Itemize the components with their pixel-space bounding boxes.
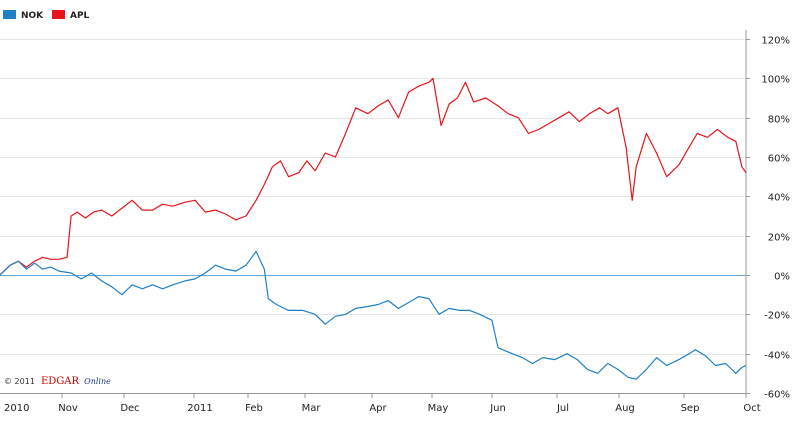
y-tick-label: 40% bbox=[768, 193, 790, 204]
series-group bbox=[0, 77, 747, 380]
x-tick-label: Oct bbox=[743, 403, 760, 414]
x-tick-label: Apr bbox=[369, 403, 387, 414]
x-tick-label: Feb bbox=[245, 403, 263, 414]
x-tick-label: Mar bbox=[302, 403, 322, 414]
copyright-prefix: © 2011 bbox=[4, 377, 35, 386]
y-tick-label: 60% bbox=[768, 154, 790, 165]
y-tick-label: -20% bbox=[764, 311, 790, 322]
y-tick-label: 0% bbox=[774, 272, 790, 283]
y-tick-label: 20% bbox=[768, 233, 790, 244]
series-line-apl bbox=[0, 77, 747, 276]
x-tick-label: Dec bbox=[120, 403, 139, 414]
x-tick-label: Nov bbox=[58, 403, 78, 414]
legend-item-apl[interactable]: APL bbox=[52, 10, 90, 21]
legend-label-nok: NOK bbox=[21, 11, 44, 21]
x-tick-label: May bbox=[428, 403, 449, 414]
legend: NOK APL bbox=[3, 10, 90, 21]
svg-text:© 2011 EDGAR O: © 2011 EDGAR Online bbox=[4, 369, 111, 388]
y-tick-label: 80% bbox=[768, 115, 790, 126]
x-tick-label: Sep bbox=[681, 403, 700, 414]
x-tick-label: Jul bbox=[556, 403, 569, 414]
series-line-nok bbox=[0, 250, 747, 380]
x-tick-label: 2011 bbox=[187, 403, 212, 414]
y-ticks: 120% 100% 80% 60% 40% 20% 0% -20% -40% -60% bbox=[746, 36, 790, 401]
copyright-suffix: Online bbox=[84, 377, 111, 386]
legend-label-apl: APL bbox=[70, 11, 90, 21]
y-tick-label: -40% bbox=[764, 351, 790, 362]
x-tick-label: Jun bbox=[489, 403, 506, 414]
legend-swatch-nok bbox=[3, 10, 16, 19]
copyright-brand: EDGAR bbox=[41, 376, 80, 387]
legend-swatch-apl bbox=[52, 10, 65, 19]
y-tick-label: 120% bbox=[761, 36, 790, 47]
legend-item-nok[interactable]: NOK bbox=[3, 10, 44, 21]
y-tick-label: -60% bbox=[764, 390, 790, 401]
x-ticks: 2010 Nov Dec 2011 Feb Mar Apr May Jun Jul Aug Sep Oc… bbox=[4, 393, 761, 414]
y-tick-label: 100% bbox=[761, 75, 790, 86]
x-tick-label: 2010 bbox=[4, 403, 29, 414]
x-tick-label: Aug bbox=[615, 403, 635, 414]
copyright: © 2011 EDGAR Online bbox=[4, 369, 111, 388]
